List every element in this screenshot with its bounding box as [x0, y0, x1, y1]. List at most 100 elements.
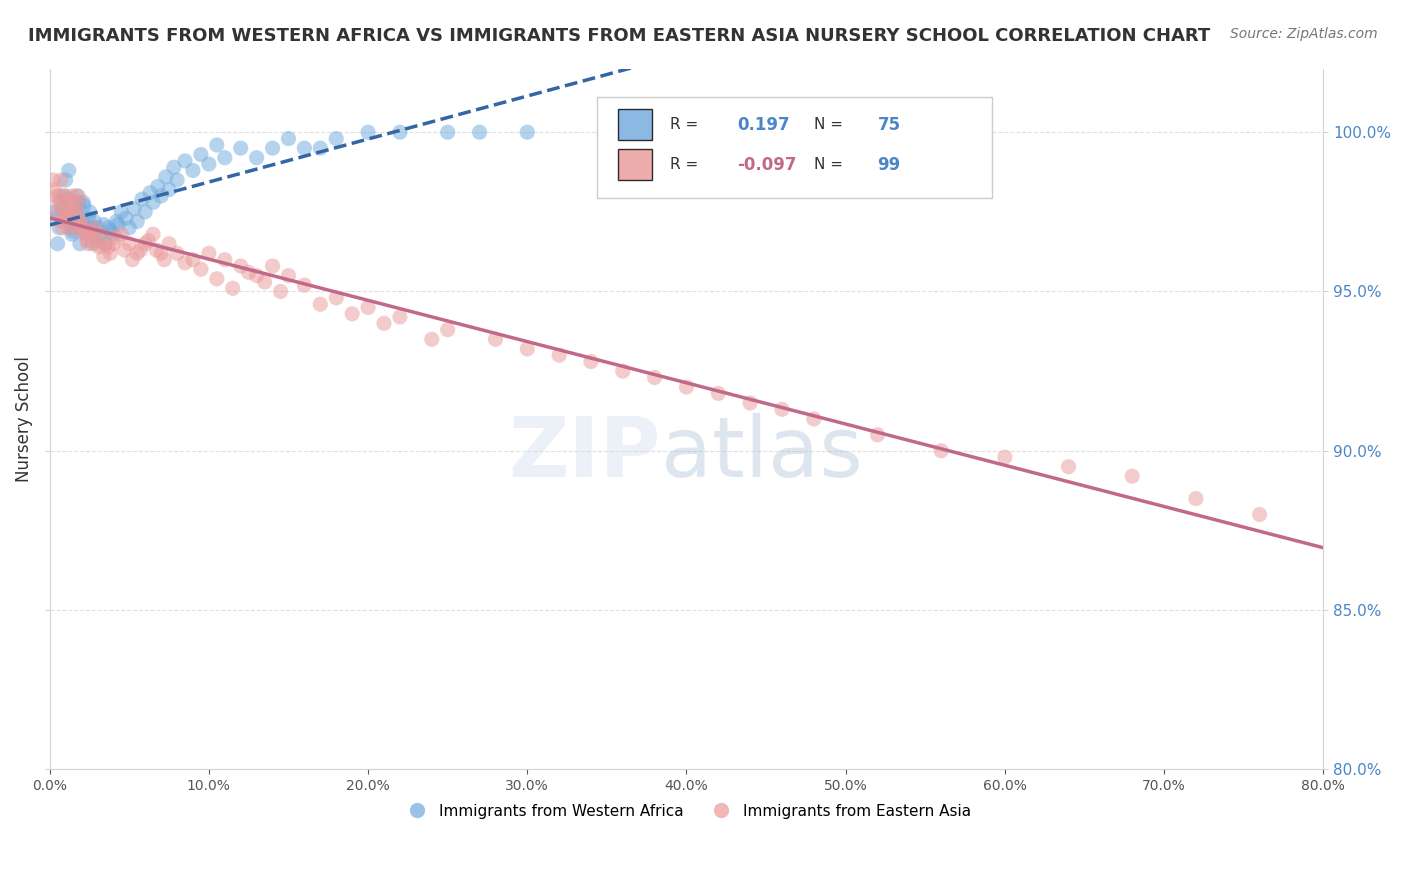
Point — [214, 252, 236, 267]
Point — [127, 214, 149, 228]
Point — [325, 291, 347, 305]
Point — [73, 220, 96, 235]
Legend: Immigrants from Western Africa, Immigrants from Eastern Asia: Immigrants from Western Africa, Immigran… — [396, 797, 977, 825]
Point — [46, 205, 69, 219]
Text: N =: N = — [814, 157, 848, 172]
Point — [82, 236, 104, 251]
Point — [103, 227, 125, 242]
Point — [134, 236, 156, 251]
Point — [205, 272, 228, 286]
Point — [121, 252, 143, 267]
Point — [48, 220, 70, 235]
Point — [357, 301, 380, 315]
Point — [83, 220, 105, 235]
Point — [58, 220, 80, 235]
FancyBboxPatch shape — [617, 149, 652, 180]
Point — [214, 151, 236, 165]
Point — [75, 227, 97, 242]
Point — [163, 161, 186, 175]
Point — [436, 125, 458, 139]
Point — [110, 205, 132, 219]
Point — [142, 195, 165, 210]
Point — [80, 220, 103, 235]
Point — [67, 218, 90, 232]
Point — [44, 205, 66, 219]
Point — [56, 205, 79, 219]
Text: Source: ZipAtlas.com: Source: ZipAtlas.com — [1230, 27, 1378, 41]
Point — [388, 310, 411, 324]
Point — [150, 189, 173, 203]
Point — [55, 189, 77, 203]
Point — [66, 205, 89, 219]
Point — [740, 396, 762, 410]
Point — [388, 125, 411, 139]
Point — [60, 195, 83, 210]
Point — [53, 195, 76, 210]
Point — [93, 250, 115, 264]
Point — [138, 234, 160, 248]
Point — [56, 192, 79, 206]
Point — [76, 234, 98, 248]
Point — [70, 220, 93, 235]
Point — [49, 195, 72, 210]
Point — [198, 246, 221, 260]
Point — [56, 214, 79, 228]
Point — [340, 307, 363, 321]
Point — [66, 189, 89, 203]
Point — [69, 236, 91, 251]
Point — [131, 192, 153, 206]
Point — [270, 285, 292, 299]
Text: -0.097: -0.097 — [737, 155, 797, 174]
Point — [1185, 491, 1208, 506]
Point — [48, 189, 70, 203]
Text: R =: R = — [669, 157, 703, 172]
Point — [82, 234, 104, 248]
Point — [277, 131, 299, 145]
Point — [181, 163, 204, 178]
Point — [77, 236, 100, 251]
Point — [51, 202, 73, 216]
Point — [77, 211, 100, 226]
Point — [73, 227, 96, 242]
Point — [44, 183, 66, 197]
Point — [118, 220, 141, 235]
Point — [62, 220, 84, 235]
Point — [60, 189, 83, 203]
Point — [67, 189, 90, 203]
Point — [97, 240, 120, 254]
Point — [48, 195, 70, 210]
Point — [53, 205, 76, 219]
Point — [62, 205, 84, 219]
Text: 0.197: 0.197 — [737, 116, 790, 134]
Point — [65, 208, 87, 222]
Point — [238, 265, 260, 279]
Point — [63, 211, 86, 226]
Point — [62, 224, 84, 238]
Point — [548, 348, 571, 362]
Text: N =: N = — [814, 117, 848, 132]
Point — [114, 243, 136, 257]
Point — [139, 186, 162, 200]
Point — [105, 214, 128, 228]
Point — [42, 173, 65, 187]
Point — [484, 332, 506, 346]
Point — [87, 230, 110, 244]
Point — [770, 402, 793, 417]
Point — [675, 380, 697, 394]
Point — [1057, 459, 1080, 474]
Point — [103, 236, 125, 251]
Point — [80, 227, 103, 242]
Point — [174, 153, 197, 168]
Point — [277, 268, 299, 283]
Text: R =: R = — [669, 117, 703, 132]
Point — [292, 278, 315, 293]
Point — [516, 125, 538, 139]
Point — [79, 205, 101, 219]
Point — [253, 275, 276, 289]
Point — [105, 230, 128, 244]
Point — [98, 224, 121, 238]
FancyBboxPatch shape — [617, 109, 652, 140]
Point — [59, 205, 82, 219]
Point — [309, 297, 332, 311]
Point — [53, 189, 76, 203]
